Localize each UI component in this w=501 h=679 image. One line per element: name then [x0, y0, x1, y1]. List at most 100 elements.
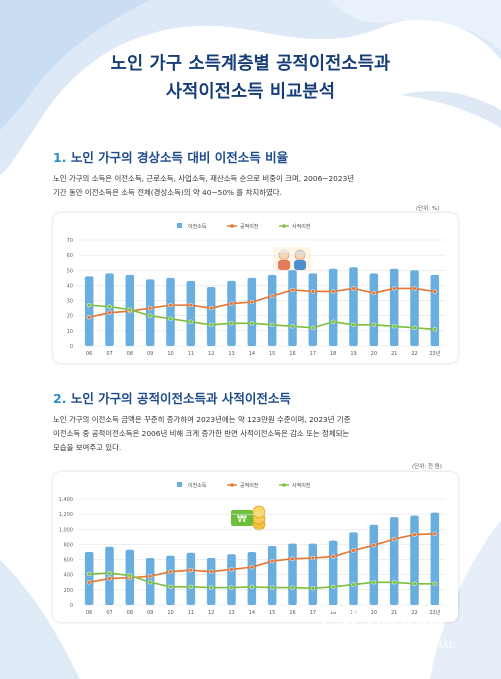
point-사적이전 [127, 307, 133, 312]
x-tick-label: 17 [310, 610, 316, 616]
section-2-text-line: 모습을 보여주고 있다. [53, 443, 122, 452]
bar-이전소득 [267, 545, 277, 605]
section-2-heading: 2. 노인 가구의 공적이전소득과 사적이전소득 [53, 388, 291, 407]
point-사적이전 [290, 324, 295, 329]
y-tick-label: 400 [63, 573, 73, 579]
series-line-공적이전 [88, 287, 435, 319]
chart-1: 0 10 20 30 40 50 60 70 06 07 08 09 10 11 12 13 14 15 16 17 1… [67, 223, 445, 357]
svg-text:₩: ₩ [237, 514, 247, 525]
section-2-text-line: 노인 가구의 이전소득 금액은 꾸준히 증가하여 2023년에는 약 123만원… [53, 415, 351, 424]
bar-이전소득 [410, 515, 419, 605]
point-공적이전 [391, 536, 397, 542]
bar-이전소득 [247, 277, 257, 346]
y-tick-label: 70 [67, 238, 73, 244]
legend-swatch [177, 482, 182, 487]
point-사적이전 [351, 582, 356, 587]
x-tick-label: 18 [330, 610, 336, 616]
x-tick-label: 12 [208, 351, 214, 357]
elderly-couple-illustration [273, 247, 311, 271]
x-tick-label: 12 [208, 610, 214, 616]
x-tick-label: 20 [371, 351, 377, 357]
point-공적이전 [107, 310, 112, 315]
legend-label: 사적이전 [292, 223, 311, 230]
point-공적이전 [208, 569, 214, 574]
legend-label: 사적이전 [292, 482, 311, 489]
chart-1-unit-label: (단위: %) [416, 206, 440, 212]
bar-이전소득 [105, 546, 114, 605]
point-사적이전 [208, 322, 214, 328]
bar-이전소득 [84, 552, 94, 605]
point-사적이전 [188, 584, 194, 590]
point-사적이전 [351, 322, 356, 328]
bridge-journal-watermark: 브릿지저널 BRIDGE JOURNAL [322, 608, 455, 655]
legend-marker [230, 224, 234, 228]
section-2-text-line: 이전소득 중 공적이전소득은 2006년 비해 크게 증가한 반면 사적이전소득… [53, 429, 350, 438]
point-사적이전 [249, 584, 255, 590]
point-공적이전 [371, 542, 377, 548]
section-1-text-line: 노인 가구의 소득은 이전소득, 근로소득, 사업소득, 재산소득 순으로 비중… [53, 174, 355, 183]
point-공적이전 [249, 564, 255, 570]
section-1-number: 1. [53, 150, 67, 165]
watermark-subtitle: BRIDGE JOURNAL [368, 641, 455, 651]
point-사적이전 [330, 319, 336, 325]
y-tick-label: 800 [63, 542, 73, 548]
x-tick-label: 22 [411, 610, 417, 616]
point-사적이전 [391, 324, 397, 329]
x-tick-label: 11 [188, 610, 194, 616]
x-tick-label: 14 [249, 610, 255, 616]
legend-label: 공적이전 [240, 482, 259, 489]
legend-swatch [177, 223, 182, 228]
x-tick-label: 16 [289, 351, 295, 357]
point-사적이전 [168, 584, 173, 590]
point-공적이전 [107, 576, 112, 581]
bar-이전소득 [288, 270, 297, 346]
x-tick-label: 13 [228, 610, 234, 616]
page-title-line-2: 사적이전소득 비교분석 [165, 82, 336, 102]
point-공적이전 [290, 556, 295, 562]
chart-2-unit-label: (단위: 천 원) [412, 464, 442, 470]
x-tick-label: 23년 [429, 350, 440, 357]
point-공적이전 [147, 573, 153, 579]
point-공적이전 [310, 289, 316, 294]
section-1-title: 노인 가구의 경상소득 대비 이전소득 비율 [70, 150, 289, 165]
watermark-title: 브릿지저널 [366, 616, 444, 636]
point-공적이전 [249, 299, 255, 305]
point-공적이전 [208, 305, 214, 311]
point-공적이전 [330, 289, 336, 294]
series-line-사적이전 [89, 304, 435, 331]
x-tick-label: 09 [147, 610, 153, 616]
point-공적이전 [188, 567, 194, 573]
point-사적이전 [269, 585, 275, 590]
bar-이전소득 [227, 554, 236, 605]
chart-2: ₩ 0 200 400 600 800 1,000 1,200 1,400 06 07 08 09 10… [59, 482, 445, 616]
point-공적이전 [269, 558, 275, 564]
point-사적이전 [107, 570, 112, 576]
point-공적이전 [391, 286, 397, 291]
point-사적이전 [168, 316, 173, 321]
y-tick-label: 30 [67, 299, 73, 305]
point-공적이전 [412, 532, 417, 537]
legend-label: 이전소득 [188, 223, 207, 230]
x-tick-label: 07 [106, 351, 112, 357]
y-tick-label: 0 [70, 603, 73, 609]
section-1-text-line: 기간 동안 이전소득은 소득 전체(경상소득)의 약 40~50% 를 차지하였… [53, 188, 282, 197]
x-tick-label: 13 [228, 351, 234, 357]
y-tick-label: 600 [63, 558, 73, 564]
bar-이전소득 [186, 552, 196, 605]
y-tick-label: 1,400 [59, 497, 73, 503]
bar-이전소득 [206, 286, 216, 346]
point-사적이전 [107, 304, 112, 309]
x-tick-label: 06 [86, 610, 92, 616]
point-사적이전 [127, 573, 133, 578]
page-title-line-1: 노인 가구 소득계층별 공적이전소득과 [110, 54, 391, 74]
bj-logo-icon [322, 608, 356, 655]
bar-이전소득 [206, 558, 216, 605]
y-tick-label: 40 [67, 283, 73, 289]
bar-이전소득 [410, 270, 419, 346]
point-공적이전 [432, 289, 438, 294]
point-공적이전 [229, 301, 234, 306]
point-공적이전 [147, 305, 153, 311]
bar-이전소득 [84, 276, 94, 346]
point-공적이전 [168, 569, 173, 574]
bar-이전소득 [328, 268, 338, 346]
